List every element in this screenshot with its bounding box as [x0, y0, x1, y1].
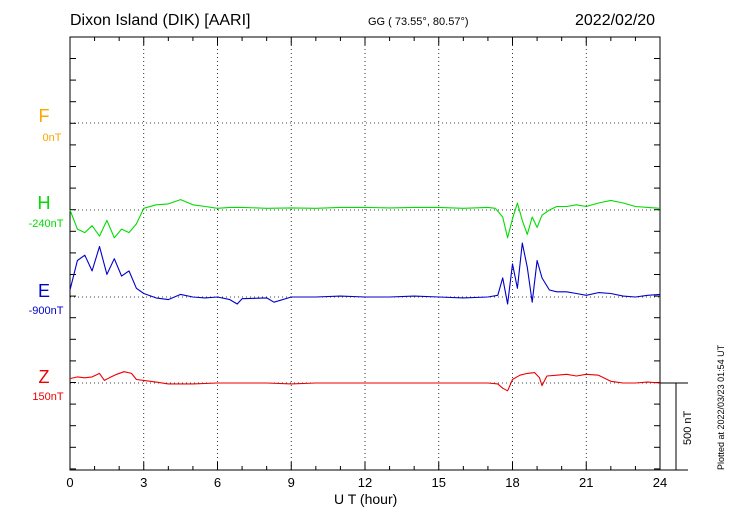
x-axis-label: U T (hour)	[334, 491, 398, 507]
station-title: Dixon Island (DIK) [AARI]	[70, 12, 251, 29]
component-f-letter: F	[38, 106, 50, 126]
x-tick-label: 18	[505, 475, 519, 490]
component-z-letter: Z	[38, 367, 50, 387]
plotted-timestamp: Plotted at 2022/03/23 01:54 UT	[716, 344, 726, 470]
x-tick-label: 0	[66, 475, 73, 490]
scale-bar-label: 500 nT	[682, 410, 694, 445]
series-line-e	[69, 242, 661, 305]
component-f-baseline: 0nT	[42, 132, 62, 144]
x-tick-label: 24	[653, 475, 667, 490]
component-h-baseline: -240nT	[28, 218, 64, 230]
x-tick-label: 21	[579, 475, 593, 490]
x-tick-label: 12	[358, 475, 372, 490]
component-e-baseline: -900nT	[28, 305, 64, 317]
x-tick-label: 9	[288, 475, 295, 490]
x-tick-label: 6	[214, 475, 221, 490]
x-tick-label: 3	[140, 475, 147, 490]
series-line-h	[69, 199, 661, 239]
component-e-letter: E	[37, 281, 50, 301]
x-tick-label: 15	[432, 475, 446, 490]
series-line-z	[69, 371, 661, 392]
date-label: 2022/02/20	[575, 12, 656, 29]
component-h-letter: H	[37, 193, 51, 213]
coordinates-label: GG ( 73.55°, 80.57°)	[368, 16, 469, 28]
component-z-baseline: 150nT	[32, 391, 64, 403]
